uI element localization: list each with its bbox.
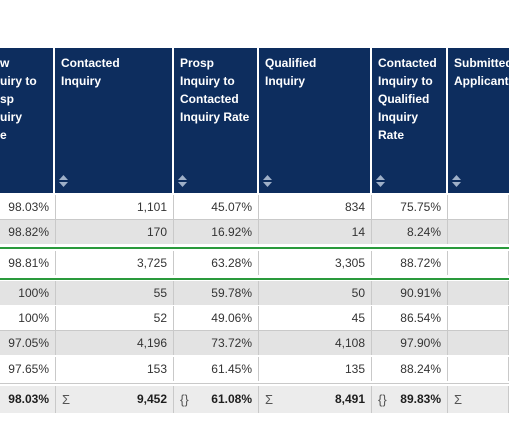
table-cell: 135 (259, 357, 372, 381)
total-cell: 98.03% (0, 386, 56, 413)
sort-icon[interactable] (263, 175, 272, 187)
table-cell: 98.03% (0, 195, 56, 219)
total-cell: Σ (448, 386, 509, 413)
row-divider (0, 219, 509, 220)
table-cell: 98.82% (0, 220, 56, 244)
table-cell: 3,725 (56, 251, 174, 275)
table-cell: 49.06% (174, 306, 259, 330)
column-header-prosp-to-prosp-rate[interactable]: w uiry to sp uiry e (0, 48, 53, 193)
table-cell: 97.65% (0, 357, 56, 381)
table-cell: 8.24% (372, 220, 448, 244)
total-cell: Σ 8,491 (259, 386, 372, 413)
table-cell: 75.75% (372, 195, 448, 219)
total-value: 61.08% (211, 392, 252, 406)
table-cell: 100% (0, 306, 56, 330)
sum-icon[interactable]: Σ (265, 392, 274, 407)
row-divider (0, 383, 509, 384)
table-row-selected[interactable]: 98.81% 3,725 63.28% 3,305 88.72% (0, 251, 509, 275)
table-cell: 834 (259, 195, 372, 219)
table-cell (448, 306, 509, 330)
table-cell: 86.54% (372, 306, 448, 330)
column-header-label: Submitted Applicant (454, 56, 509, 88)
table-cell: 50 (259, 281, 372, 305)
table-cell: 97.05% (0, 331, 56, 355)
column-header-contacted-to-qualified-rate[interactable]: Contacted Inquiry to Qualified Inquiry R… (372, 48, 446, 193)
table-cell: 97.90% (372, 331, 448, 355)
bottom-whitespace (0, 415, 509, 425)
table-cell: 88.72% (372, 251, 448, 275)
table-row[interactable]: 100% 55 59.78% 50 90.91% (0, 281, 509, 305)
table-cell (448, 281, 509, 305)
formula-icon[interactable]: {} (180, 392, 189, 407)
totals-row: 98.03% Σ 9,452 {} 61.08% Σ 8,491 {} 89.8… (0, 386, 509, 413)
column-header-contacted-inquiry[interactable]: Contacted Inquiry (55, 48, 172, 193)
table-cell: 73.72% (174, 331, 259, 355)
table-cell: 1,101 (56, 195, 174, 219)
column-header-label: Contacted Inquiry to Qualified Inquiry R… (378, 56, 437, 142)
table-row[interactable]: 98.03% 1,101 45.07% 834 75.75% (0, 195, 509, 219)
total-cell: {} 89.83% (372, 386, 448, 413)
column-header-label: Prosp Inquiry to Contacted Inquiry Rate (180, 56, 250, 124)
selected-row-top-border (0, 247, 509, 249)
column-header-prosp-to-contacted-rate[interactable]: Prosp Inquiry to Contacted Inquiry Rate (174, 48, 257, 193)
table-cell (448, 251, 509, 275)
table-cell (448, 195, 509, 219)
table-row[interactable]: 97.65% 153 61.45% 135 88.24% (0, 357, 509, 381)
table-header: w uiry to sp uiry e Contacted Inquiry Pr… (0, 48, 509, 193)
table-cell: 14 (259, 220, 372, 244)
table-cell: 52 (56, 306, 174, 330)
total-value: 9,452 (136, 392, 167, 406)
table-cell: 4,196 (56, 331, 174, 355)
column-header-label: Qualified Inquiry (265, 56, 317, 88)
table-cell: 63.28% (174, 251, 259, 275)
column-header-label: Contacted Inquiry (61, 56, 120, 88)
total-cell: Σ 9,452 (56, 386, 174, 413)
table-cell: 45 (259, 306, 372, 330)
table-cell: 153 (56, 357, 174, 381)
sum-icon[interactable]: Σ (62, 392, 71, 407)
total-cell: {} 61.08% (174, 386, 259, 413)
table-cell: 55 (56, 281, 174, 305)
table-cell: 4,108 (259, 331, 372, 355)
table-cell (448, 220, 509, 244)
sort-icon[interactable] (376, 175, 385, 187)
sort-icon[interactable] (59, 175, 68, 187)
table-row[interactable]: 97.05% 4,196 73.72% 4,108 97.90% (0, 331, 509, 355)
table-cell: 170 (56, 220, 174, 244)
table-cell: 16.92% (174, 220, 259, 244)
table-cell: 98.81% (0, 251, 56, 275)
table-cell (448, 357, 509, 381)
row-divider (0, 330, 509, 331)
table-cell: 59.78% (174, 281, 259, 305)
total-value: 8,491 (334, 392, 365, 406)
formula-icon[interactable]: {} (378, 392, 387, 407)
table-cell (448, 331, 509, 355)
column-header-label: w uiry to sp uiry e (0, 56, 37, 142)
table-row[interactable]: 100% 52 49.06% 45 86.54% (0, 306, 509, 330)
table-cell: 88.24% (372, 357, 448, 381)
selected-row-bottom-border (0, 278, 509, 280)
table-cell: 61.45% (174, 357, 259, 381)
table-cell: 90.91% (372, 281, 448, 305)
table-cell: 3,305 (259, 251, 372, 275)
total-value: 89.83% (400, 392, 441, 406)
sort-icon[interactable] (452, 175, 461, 187)
column-header-qualified-inquiry[interactable]: Qualified Inquiry (259, 48, 370, 193)
table-row[interactable]: 98.82% 170 16.92% 14 8.24% (0, 220, 509, 244)
column-header-submitted-applicant[interactable]: Submitted Applicant (448, 48, 509, 193)
table-cell: 45.07% (174, 195, 259, 219)
sum-icon[interactable]: Σ (454, 392, 463, 407)
sort-icon[interactable] (178, 175, 187, 187)
table-cell: 100% (0, 281, 56, 305)
